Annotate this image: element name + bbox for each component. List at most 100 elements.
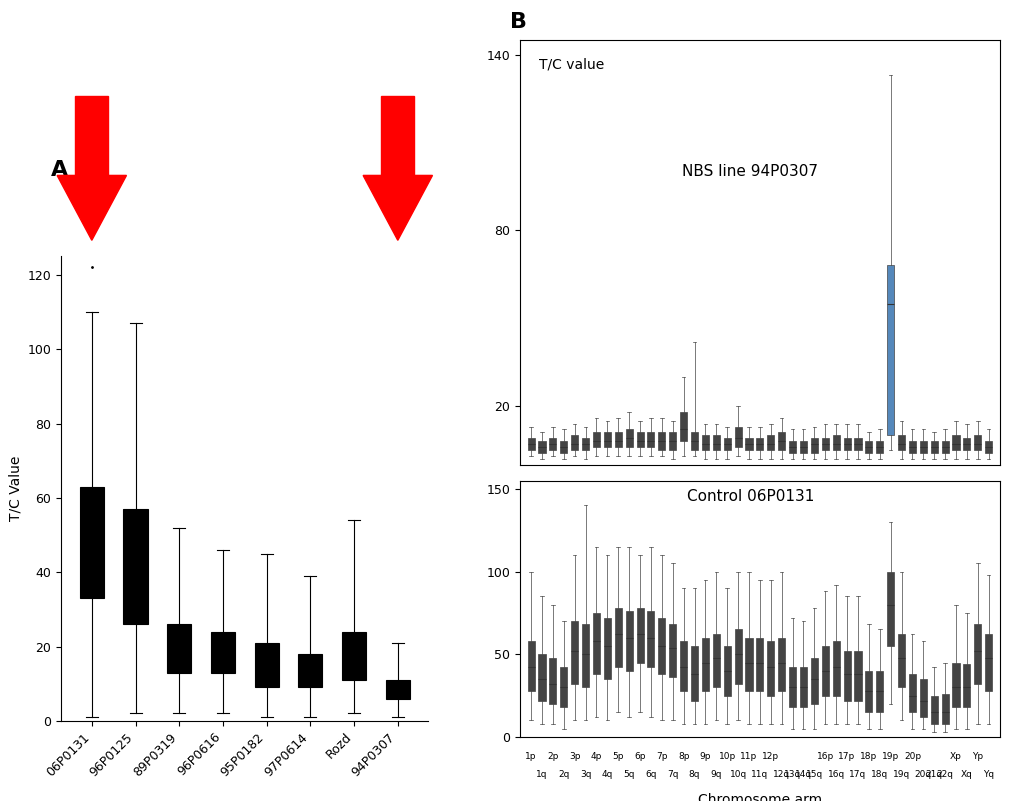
Text: 19p: 19p (881, 752, 899, 761)
PathPatch shape (636, 433, 643, 447)
PathPatch shape (929, 695, 936, 723)
Y-axis label: T/C Value: T/C Value (8, 456, 22, 521)
Text: 17p: 17p (838, 752, 855, 761)
Text: 11q: 11q (751, 771, 767, 779)
Text: B: B (510, 12, 527, 32)
PathPatch shape (385, 680, 410, 698)
PathPatch shape (680, 641, 687, 690)
PathPatch shape (745, 438, 752, 450)
Text: 4q: 4q (601, 771, 612, 779)
PathPatch shape (299, 654, 322, 687)
Text: 5p: 5p (611, 752, 624, 761)
Text: 8p: 8p (678, 752, 689, 761)
PathPatch shape (614, 433, 622, 447)
PathPatch shape (668, 625, 676, 678)
PathPatch shape (538, 441, 545, 453)
PathPatch shape (538, 654, 545, 701)
PathPatch shape (929, 441, 936, 453)
PathPatch shape (756, 638, 762, 690)
PathPatch shape (712, 634, 719, 687)
PathPatch shape (984, 634, 991, 690)
PathPatch shape (897, 634, 904, 687)
PathPatch shape (668, 433, 676, 450)
PathPatch shape (887, 572, 894, 646)
Text: 7p: 7p (655, 752, 667, 761)
PathPatch shape (962, 664, 969, 707)
Text: 20p: 20p (903, 752, 920, 761)
PathPatch shape (799, 441, 806, 453)
PathPatch shape (887, 265, 894, 435)
Text: Xq: Xq (960, 771, 972, 779)
PathPatch shape (777, 638, 785, 690)
Text: 6q: 6q (645, 771, 656, 779)
PathPatch shape (559, 667, 567, 707)
PathPatch shape (592, 613, 599, 674)
PathPatch shape (766, 641, 773, 695)
PathPatch shape (832, 641, 839, 695)
PathPatch shape (908, 674, 915, 712)
PathPatch shape (810, 658, 817, 704)
Text: 3p: 3p (569, 752, 580, 761)
Text: Yq: Yq (982, 771, 994, 779)
PathPatch shape (527, 438, 534, 450)
PathPatch shape (614, 608, 622, 667)
PathPatch shape (625, 429, 632, 447)
Text: 19q: 19q (892, 771, 909, 779)
PathPatch shape (167, 624, 192, 673)
PathPatch shape (582, 438, 589, 450)
Text: A: A (51, 160, 68, 180)
PathPatch shape (952, 662, 959, 707)
PathPatch shape (864, 670, 871, 712)
PathPatch shape (789, 667, 796, 707)
Text: 1q: 1q (536, 771, 547, 779)
PathPatch shape (843, 438, 850, 450)
PathPatch shape (549, 438, 556, 450)
PathPatch shape (79, 487, 104, 598)
PathPatch shape (255, 643, 278, 687)
PathPatch shape (766, 435, 773, 450)
Text: 9p: 9p (699, 752, 710, 761)
PathPatch shape (821, 646, 828, 695)
PathPatch shape (582, 625, 589, 687)
Text: 13q: 13q (784, 771, 801, 779)
Text: 15q: 15q (805, 771, 822, 779)
PathPatch shape (549, 658, 556, 704)
PathPatch shape (962, 438, 969, 450)
Text: 17q: 17q (849, 771, 866, 779)
PathPatch shape (908, 441, 915, 453)
Text: 2q: 2q (557, 771, 569, 779)
PathPatch shape (984, 441, 991, 453)
PathPatch shape (722, 646, 730, 695)
PathPatch shape (854, 438, 861, 450)
PathPatch shape (211, 632, 234, 673)
PathPatch shape (864, 441, 871, 453)
Text: 8q: 8q (688, 771, 700, 779)
PathPatch shape (625, 611, 632, 670)
Text: 11p: 11p (740, 752, 757, 761)
Text: 18p: 18p (859, 752, 876, 761)
PathPatch shape (919, 679, 926, 717)
Text: 10q: 10q (729, 771, 746, 779)
PathPatch shape (636, 608, 643, 662)
PathPatch shape (777, 433, 785, 450)
PathPatch shape (571, 621, 578, 684)
PathPatch shape (722, 438, 730, 450)
PathPatch shape (123, 509, 148, 624)
PathPatch shape (821, 438, 828, 450)
PathPatch shape (657, 433, 664, 450)
Text: 3q: 3q (579, 771, 591, 779)
Text: 7q: 7q (666, 771, 678, 779)
Text: 1p: 1p (525, 752, 536, 761)
PathPatch shape (919, 441, 926, 453)
Text: 4p: 4p (590, 752, 601, 761)
PathPatch shape (799, 667, 806, 707)
Text: 16q: 16q (826, 771, 844, 779)
Text: 22q: 22q (935, 771, 953, 779)
PathPatch shape (341, 632, 366, 680)
PathPatch shape (712, 435, 719, 450)
Text: 18q: 18q (870, 771, 888, 779)
Text: Yp: Yp (971, 752, 982, 761)
PathPatch shape (789, 441, 796, 453)
PathPatch shape (875, 441, 882, 453)
PathPatch shape (810, 438, 817, 453)
